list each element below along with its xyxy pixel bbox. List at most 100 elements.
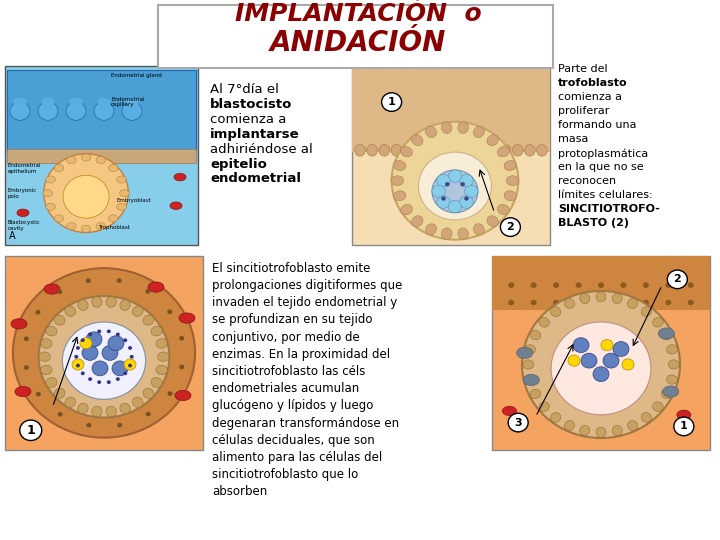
Text: ANIDACIÓN: ANIDACIÓN (270, 29, 446, 57)
Text: formando una: formando una (558, 120, 636, 130)
Ellipse shape (476, 145, 487, 156)
Ellipse shape (652, 402, 663, 411)
Circle shape (553, 300, 559, 305)
Circle shape (553, 282, 559, 288)
Ellipse shape (41, 98, 55, 105)
Ellipse shape (426, 126, 436, 138)
Circle shape (74, 355, 78, 359)
Ellipse shape (487, 134, 498, 146)
Ellipse shape (504, 160, 516, 171)
Ellipse shape (97, 98, 111, 105)
Circle shape (613, 342, 629, 356)
Circle shape (116, 377, 120, 381)
Ellipse shape (487, 215, 498, 227)
Ellipse shape (46, 377, 57, 387)
Ellipse shape (580, 293, 590, 303)
Ellipse shape (504, 191, 516, 201)
Circle shape (24, 365, 29, 370)
Circle shape (122, 102, 142, 120)
Circle shape (36, 392, 41, 396)
Circle shape (112, 361, 128, 376)
Circle shape (598, 282, 604, 288)
Circle shape (460, 196, 473, 208)
Ellipse shape (458, 122, 469, 133)
Ellipse shape (464, 145, 474, 156)
Circle shape (674, 417, 694, 436)
Ellipse shape (379, 145, 390, 156)
Circle shape (86, 423, 91, 428)
Circle shape (593, 367, 609, 382)
Text: IMPLANTACIÓN  o: IMPLANTACIÓN o (235, 2, 481, 26)
Text: adhiriéndose al: adhiriéndose al (210, 143, 312, 156)
Circle shape (124, 359, 136, 370)
Circle shape (688, 282, 694, 288)
Ellipse shape (170, 202, 182, 210)
Text: 1: 1 (388, 97, 395, 107)
Text: trofoblasto: trofoblasto (558, 78, 628, 89)
Circle shape (94, 102, 114, 120)
Ellipse shape (54, 164, 63, 172)
FancyBboxPatch shape (158, 5, 553, 68)
Ellipse shape (415, 145, 426, 156)
Ellipse shape (500, 145, 511, 156)
Ellipse shape (661, 389, 672, 399)
Ellipse shape (39, 352, 50, 362)
Ellipse shape (652, 318, 663, 327)
Ellipse shape (474, 126, 485, 138)
Circle shape (24, 336, 29, 341)
Circle shape (601, 340, 613, 350)
Ellipse shape (412, 134, 423, 146)
Ellipse shape (40, 339, 52, 348)
Ellipse shape (451, 145, 462, 156)
Circle shape (81, 372, 85, 375)
Ellipse shape (44, 284, 60, 294)
Circle shape (108, 336, 124, 350)
Circle shape (97, 329, 102, 333)
Bar (5, 66, 198, 245)
Circle shape (382, 93, 402, 111)
Ellipse shape (11, 319, 27, 329)
Text: comienza a: comienza a (210, 113, 287, 126)
Ellipse shape (132, 397, 143, 407)
Ellipse shape (400, 205, 413, 215)
Ellipse shape (91, 406, 102, 417)
Ellipse shape (564, 421, 575, 430)
Ellipse shape (628, 421, 638, 430)
Circle shape (145, 411, 150, 416)
Circle shape (86, 278, 91, 283)
Text: Blastocystic
cavity: Blastocystic cavity (8, 220, 41, 231)
Circle shape (107, 380, 111, 384)
Ellipse shape (132, 306, 143, 316)
Ellipse shape (158, 352, 169, 362)
Text: 1: 1 (680, 421, 688, 431)
Ellipse shape (81, 154, 91, 161)
Ellipse shape (658, 328, 675, 339)
Ellipse shape (551, 307, 561, 316)
Bar (7, 148, 196, 163)
Ellipse shape (46, 176, 55, 183)
Circle shape (551, 322, 651, 415)
Ellipse shape (15, 387, 31, 397)
Ellipse shape (174, 173, 186, 181)
Text: protoplasmática: protoplasmática (558, 148, 648, 159)
Ellipse shape (117, 176, 126, 183)
Circle shape (145, 289, 150, 294)
Circle shape (128, 364, 132, 367)
Ellipse shape (440, 145, 450, 156)
Ellipse shape (474, 224, 485, 235)
Ellipse shape (596, 292, 606, 302)
Ellipse shape (151, 326, 162, 336)
Circle shape (123, 372, 127, 375)
Ellipse shape (106, 296, 117, 307)
Ellipse shape (106, 406, 117, 417)
Text: masa: masa (558, 134, 588, 144)
Ellipse shape (458, 228, 469, 240)
Circle shape (88, 333, 92, 336)
Ellipse shape (523, 360, 534, 369)
Ellipse shape (506, 176, 519, 186)
Ellipse shape (400, 146, 413, 157)
Ellipse shape (661, 330, 672, 340)
Circle shape (66, 102, 86, 120)
Bar (492, 256, 710, 450)
Ellipse shape (96, 157, 106, 164)
